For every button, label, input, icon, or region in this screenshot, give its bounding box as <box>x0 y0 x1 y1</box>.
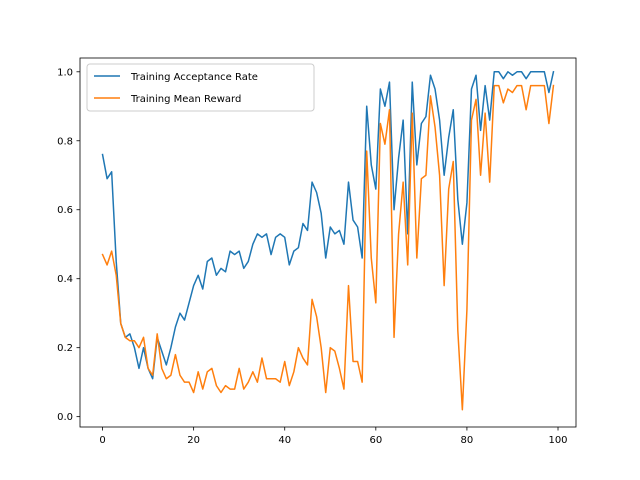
legend: Training Acceptance Rate Training Mean Re… <box>86 63 315 112</box>
x-tick-label: 100 <box>548 435 567 446</box>
series-line-0 <box>101 70 555 380</box>
legend-box <box>86 63 315 112</box>
x-tick-label: 40 <box>278 435 291 446</box>
y-tick-label: 0.8 <box>57 136 73 147</box>
y-tick-label: 0.6 <box>57 205 73 216</box>
plot-lines <box>101 70 555 411</box>
legend-label-0: Training Acceptance Rate <box>130 72 258 83</box>
y-tick-label: 1.0 <box>57 67 73 78</box>
y-axis-ticks: 0.0 0.2 0.4 0.6 0.8 1.0 <box>57 67 80 423</box>
x-tick-label: 60 <box>369 435 382 446</box>
axes-frame <box>79 57 577 428</box>
x-tick-label: 0 <box>99 435 105 446</box>
legend-label-1: Training Mean Reward <box>130 94 241 105</box>
y-tick-label: 0.4 <box>57 274 73 285</box>
x-axis-ticks: 0 20 40 60 80 100 <box>99 427 568 446</box>
series-line-1 <box>101 84 555 411</box>
x-tick-label: 20 <box>187 435 200 446</box>
x-tick-label: 80 <box>461 435 474 446</box>
y-tick-label: 0.0 <box>57 412 73 423</box>
y-tick-label: 0.2 <box>57 343 73 354</box>
